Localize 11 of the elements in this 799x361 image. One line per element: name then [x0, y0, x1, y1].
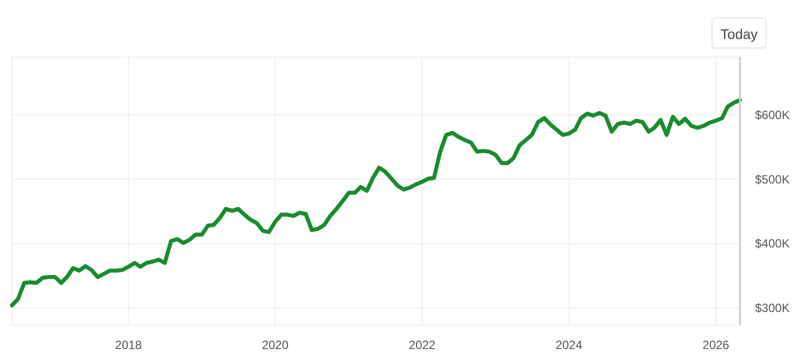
- line-series: [10, 98, 742, 308]
- y-tick-label: $600K: [755, 108, 790, 122]
- x-tick-label: 2024: [556, 338, 583, 352]
- x-tick-label: 2026: [702, 338, 730, 352]
- x-tick-label: 2018: [115, 338, 142, 352]
- y-tick-label: $400K: [755, 236, 790, 251]
- x-tick-label: 2022: [408, 338, 436, 352]
- text: Today: [720, 26, 758, 42]
- y-tick-label: $500K: [755, 172, 790, 186]
- y-tick-label: $300K: [755, 300, 790, 315]
- x-tick-label: 2020: [262, 338, 289, 352]
